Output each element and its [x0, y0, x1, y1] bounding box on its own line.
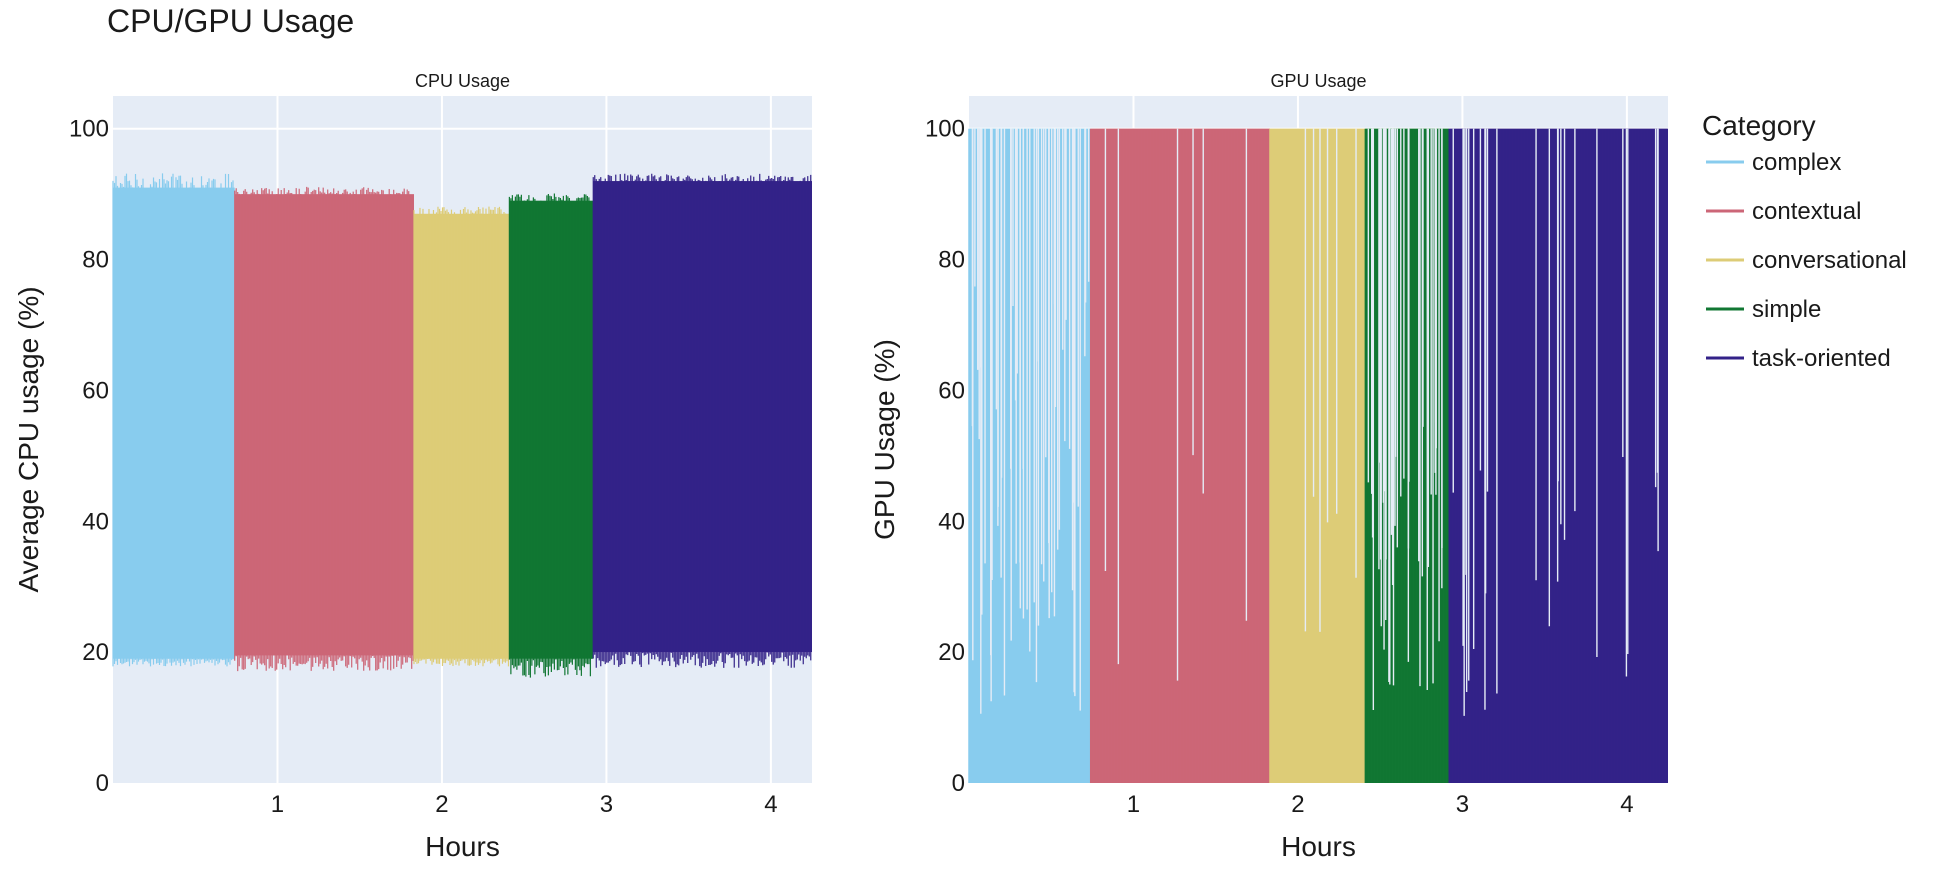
legend-label: contextual — [1752, 198, 1861, 225]
legend-item-complex: complex — [1706, 149, 1841, 176]
gpu-y-tick-label: 20 — [938, 639, 965, 666]
gpu-x-tick-label: 4 — [1620, 791, 1633, 818]
legend-label: simple — [1752, 296, 1821, 323]
gpu-y-axis-label: GPU Usage (%) — [869, 339, 900, 540]
gpu-usage-panel: GPU Usage 0 20 40 60 80 100 1 2 3 4 Hours GPU Us… — [869, 71, 1668, 862]
legend-item-simple: simple — [1706, 296, 1821, 323]
gpu-y-tick-label: 0 — [952, 770, 965, 797]
cpu-y-tick-label: 100 — [69, 116, 109, 143]
legend-item-task-oriented: task-oriented — [1706, 345, 1891, 372]
cpu-y-tick-label: 40 — [82, 508, 109, 535]
cpu-y-ticks: 0 20 40 60 80 100 — [69, 116, 109, 797]
gpu-y-tick-label: 80 — [938, 247, 965, 274]
gpu-y-tick-label: 60 — [938, 377, 965, 404]
gpu-x-axis-label: Hours — [1281, 831, 1356, 862]
cpu-x-tick-label: 2 — [435, 791, 448, 818]
legend-item-contextual: contextual — [1706, 198, 1861, 225]
cpu-y-tick-label: 0 — [96, 770, 109, 797]
cpu-y-tick-label: 20 — [82, 639, 109, 666]
gpu-x-tick-label: 2 — [1291, 791, 1304, 818]
cpu-y-axis-label: Average CPU usage (%) — [13, 286, 44, 592]
cpu-subplot-title: CPU Usage — [415, 71, 510, 91]
series-contextual — [234, 186, 414, 672]
series-contextual — [1089, 128, 1270, 783]
legend-title: Category — [1702, 110, 1816, 141]
gpu-series-marks — [968, 128, 1668, 783]
series-complex — [112, 173, 236, 667]
gpu-x-tick-label: 1 — [1127, 791, 1140, 818]
legend-item-conversational: conversational — [1706, 247, 1907, 274]
legend-label: complex — [1752, 149, 1841, 176]
gpu-y-tick-label: 100 — [925, 116, 965, 143]
cpu-usage-panel: CPU Usage 0 20 40 60 80 100 1 2 3 4 Hours Averag… — [13, 71, 812, 862]
cpu-x-tick-label: 4 — [764, 791, 777, 818]
gpu-dips — [971, 128, 1659, 716]
series-simple — [508, 193, 594, 678]
gpu-y-tick-label: 40 — [938, 508, 965, 535]
cpu-y-tick-label: 60 — [82, 377, 109, 404]
gpu-x-tick-label: 3 — [1456, 791, 1469, 818]
gpu-x-ticks: 1 2 3 4 — [1127, 791, 1634, 818]
series-task-oriented — [592, 173, 812, 668]
cpu-series-marks — [112, 173, 812, 678]
cpu-x-ticks: 1 2 3 4 — [271, 791, 778, 818]
cpu-x-tick-label: 1 — [271, 791, 284, 818]
cpu-x-tick-label: 3 — [600, 791, 613, 818]
gpu-y-ticks: 0 20 40 60 80 100 — [925, 116, 965, 797]
cpu-x-axis-label: Hours — [425, 831, 500, 862]
legend-label: task-oriented — [1752, 345, 1891, 372]
figure-title: CPU/GPU Usage — [107, 3, 354, 39]
series-conversational — [1269, 128, 1366, 783]
legend: Category complex contextual conversational… — [1702, 110, 1907, 372]
legend-label: conversational — [1752, 247, 1907, 274]
cpu-y-tick-label: 80 — [82, 247, 109, 274]
series-conversational — [413, 206, 510, 667]
gpu-subplot-title: GPU Usage — [1270, 71, 1366, 91]
legend-items: complex contextual conversational simple tas… — [1706, 149, 1907, 372]
